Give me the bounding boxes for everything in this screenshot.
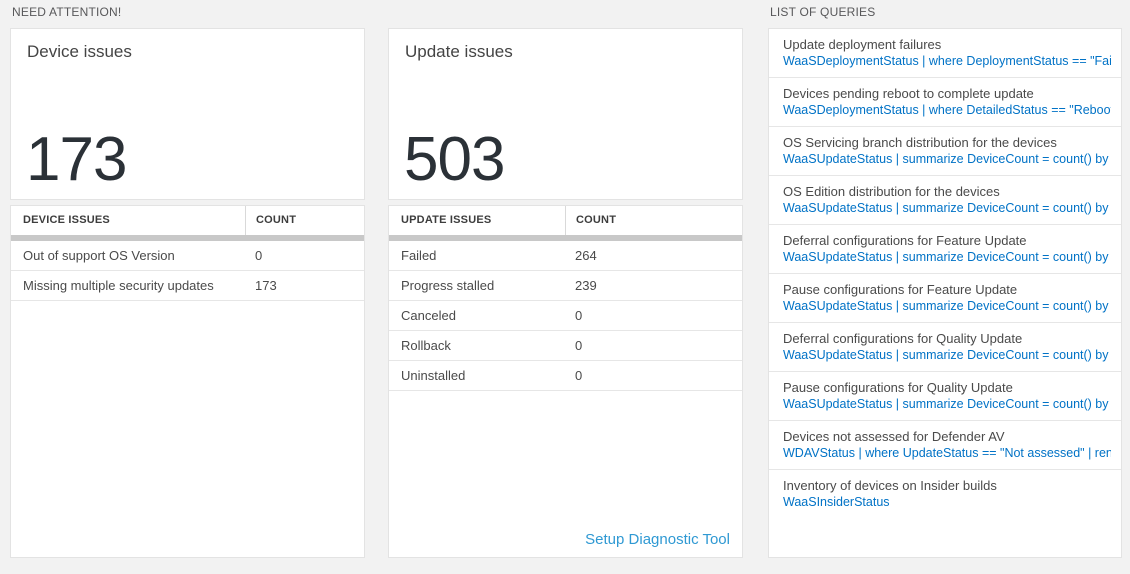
- query-title: Inventory of devices on Insider builds: [783, 478, 997, 493]
- query-title: Update deployment failures: [783, 37, 942, 52]
- issue-count: 264: [575, 248, 597, 263]
- issue-table-body: Out of support OS Version 0 Missing multip…: [11, 241, 364, 301]
- count-column-header: COUNT: [245, 206, 296, 235]
- table-row[interactable]: Failed 264: [389, 241, 742, 271]
- issue-label: Out of support OS Version: [23, 248, 175, 263]
- query-string-link[interactable]: WDAVStatus | where UpdateStatus == "Not …: [783, 446, 1111, 460]
- query-list: Update deployment failures WaaSDeployment…: [768, 28, 1122, 558]
- query-title: OS Servicing branch distribution for the…: [783, 135, 1057, 150]
- table-row[interactable]: Rollback 0: [389, 331, 742, 361]
- device-issues-tile: Device issues 173 DEVICE ISSUES COUNT Ou…: [10, 28, 365, 558]
- setup-diagnostic-tool-link[interactable]: Setup Diagnostic Tool: [585, 531, 730, 548]
- table-row[interactable]: Missing multiple security updates 173: [11, 271, 364, 301]
- query-list-item[interactable]: Update deployment failures WaaSDeployment…: [769, 29, 1121, 78]
- issue-table-body: Failed 264 Progress stalled 239 Canceled 0 Rol…: [389, 241, 742, 391]
- issue-count: 0: [255, 248, 263, 263]
- update-issues-tile: Update issues 503 UPDATE ISSUES COUNT Fa…: [388, 28, 743, 558]
- issue-count: 0: [575, 338, 583, 353]
- table-row[interactable]: Canceled 0: [389, 301, 742, 331]
- issue-label: Missing multiple security updates: [23, 278, 214, 293]
- query-string-link[interactable]: WaaSUpdateStatus | summarize DeviceCount…: [783, 299, 1111, 313]
- query-string-link[interactable]: WaaSInsiderStatus: [783, 495, 890, 509]
- table-row[interactable]: Out of support OS Version 0: [11, 241, 364, 271]
- table-row[interactable]: Uninstalled 0: [389, 361, 742, 391]
- issue-label: Progress stalled: [401, 278, 495, 293]
- query-list-item[interactable]: OS Servicing branch distribution for the…: [769, 127, 1121, 176]
- query-string-link[interactable]: WaaSUpdateStatus | summarize DeviceCount…: [783, 348, 1111, 362]
- query-title: Pause configurations for Quality Update: [783, 380, 1013, 395]
- query-title: OS Edition distribution for the devices: [783, 184, 1000, 199]
- query-string-link[interactable]: WaaSDeploymentStatus | where DetailedSta…: [783, 103, 1111, 117]
- header-scrollbar-divider: [389, 235, 742, 241]
- query-list-item[interactable]: Deferral configurations for Quality Upda…: [769, 323, 1121, 372]
- query-string-link[interactable]: WaaSUpdateStatus | summarize DeviceCount…: [783, 397, 1111, 411]
- tile-title: Device issues: [27, 42, 132, 61]
- query-string-link[interactable]: WaaSUpdateStatus | summarize DeviceCount…: [783, 152, 1111, 166]
- query-list-item[interactable]: Deferral configurations for Feature Upda…: [769, 225, 1121, 274]
- issue-count: 239: [575, 278, 597, 293]
- query-list-item[interactable]: Pause configurations for Feature Update W…: [769, 274, 1121, 323]
- update-issues-hero-card[interactable]: Update issues 503: [388, 28, 743, 200]
- query-title: Devices pending reboot to complete updat…: [783, 86, 1034, 101]
- device-issues-count-number: 173: [26, 125, 127, 194]
- issue-label: Uninstalled: [401, 368, 466, 383]
- issue-label: Failed: [401, 248, 437, 263]
- issue-label: Rollback: [401, 338, 451, 353]
- query-list-item[interactable]: Devices not assessed for Defender AV WDAV…: [769, 421, 1121, 470]
- list-of-queries-section-label: LIST OF QUERIES: [770, 5, 876, 19]
- issue-count: 173: [255, 278, 277, 293]
- query-string-link[interactable]: WaaSUpdateStatus | summarize DeviceCount…: [783, 250, 1111, 264]
- table-header-row: UPDATE ISSUES COUNT: [389, 206, 742, 235]
- issue-label: Canceled: [401, 308, 456, 323]
- table-header-row: DEVICE ISSUES COUNT: [11, 206, 364, 235]
- issue-count: 0: [575, 308, 583, 323]
- query-title: Deferral configurations for Quality Upda…: [783, 331, 1023, 346]
- device-issues-table-card: DEVICE ISSUES COUNT Out of support OS Ve…: [10, 205, 365, 558]
- header-scrollbar-divider: [11, 235, 364, 241]
- query-list-item[interactable]: OS Edition distribution for the devices W…: [769, 176, 1121, 225]
- query-string-link[interactable]: WaaSDeploymentStatus | where DeploymentS…: [783, 54, 1111, 68]
- device-issues-hero-card[interactable]: Device issues 173: [10, 28, 365, 200]
- tile-title: Update issues: [405, 42, 513, 61]
- table-row[interactable]: Progress stalled 239: [389, 271, 742, 301]
- count-column-header: COUNT: [565, 206, 616, 235]
- update-issues-table-card: UPDATE ISSUES COUNT Failed 264 Progress st…: [388, 205, 743, 558]
- issue-count: 0: [575, 368, 583, 383]
- query-title: Deferral configurations for Feature Upda…: [783, 233, 1027, 248]
- query-list-item[interactable]: Inventory of devices on Insider builds Wa…: [769, 470, 1121, 518]
- issues-column-header: UPDATE ISSUES: [401, 214, 492, 226]
- update-issues-count-number: 503: [404, 125, 505, 194]
- query-list-item[interactable]: Devices pending reboot to complete updat…: [769, 78, 1121, 127]
- query-list-item[interactable]: Pause configurations for Quality Update W…: [769, 372, 1121, 421]
- need-attention-section-label: NEED ATTENTION!: [12, 5, 122, 19]
- query-title: Devices not assessed for Defender AV: [783, 429, 1005, 444]
- query-title: Pause configurations for Feature Update: [783, 282, 1018, 297]
- issues-column-header: DEVICE ISSUES: [23, 214, 110, 226]
- query-string-link[interactable]: WaaSUpdateStatus | summarize DeviceCount…: [783, 201, 1111, 215]
